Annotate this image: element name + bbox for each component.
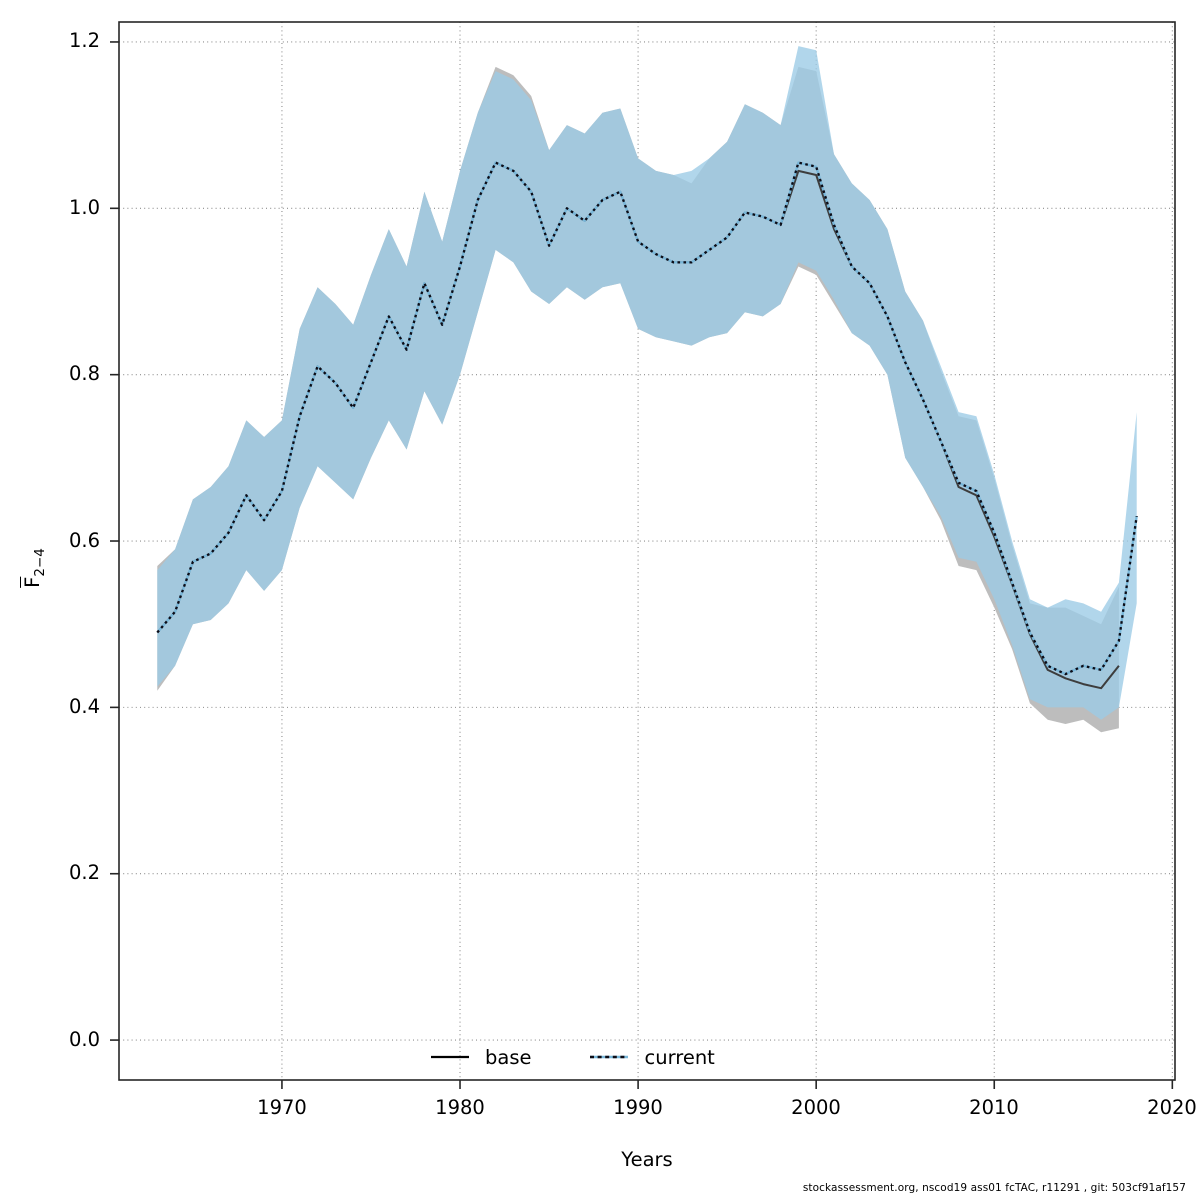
y-axis-title-fbar: F <box>20 576 44 588</box>
legend-base-label: base <box>485 1045 532 1069</box>
y-tick-label: 1.2 <box>68 29 100 52</box>
y-tick-label: 0.0 <box>68 1028 100 1051</box>
x-tick-label: 1980 <box>435 1096 485 1119</box>
y-tick-label: 1.0 <box>68 196 100 219</box>
y-tick-label: 0.4 <box>68 695 100 718</box>
legend-current-line-sample <box>590 1055 629 1059</box>
footer-attribution: stockassessment.org, nscod19 ass01 fcTAC… <box>802 1182 1186 1194</box>
x-tick-label: 2020 <box>1147 1096 1197 1119</box>
chart-legend: base current <box>430 1042 715 1072</box>
y-tick-label: 0.2 <box>68 861 100 884</box>
current-line <box>156 161 1138 676</box>
x-tick-label: 1990 <box>613 1096 663 1119</box>
y-axis-title: F2−4 <box>14 548 54 588</box>
legend-current-label: current <box>644 1045 715 1069</box>
y-tick-label: 0.8 <box>68 362 100 385</box>
plot-frame <box>118 21 1176 1081</box>
legend-base-line-sample <box>431 1055 469 1059</box>
x-tick-label: 2010 <box>969 1096 1019 1119</box>
x-tick-label: 1970 <box>257 1096 307 1119</box>
x-axis-title: Years <box>621 1148 673 1171</box>
y-axis-title-sub: 2−4 <box>31 548 48 577</box>
current-confidence-band <box>157 46 1137 720</box>
y-tick-label: 0.6 <box>68 529 100 552</box>
x-tick-label: 2000 <box>791 1096 841 1119</box>
